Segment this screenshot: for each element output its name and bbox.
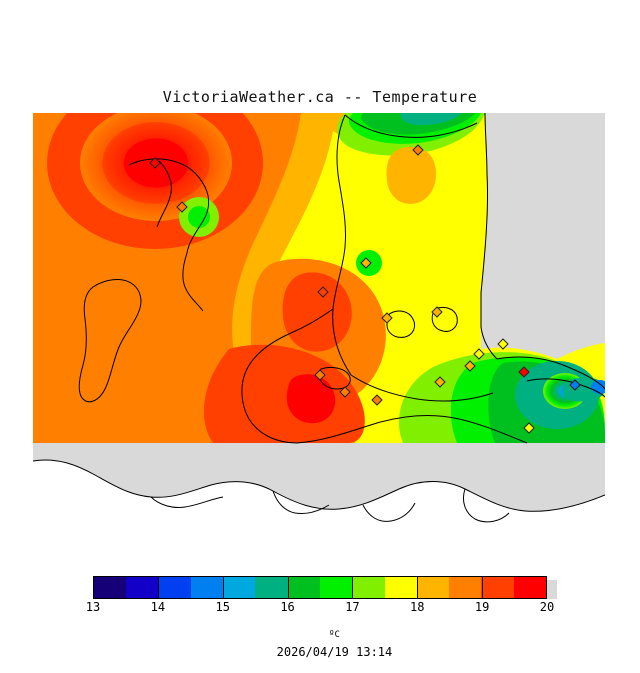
colorbar-label-17: 17: [345, 600, 360, 614]
colorbar-label-13: 13: [85, 600, 101, 614]
station-marker[interactable]: [412, 144, 424, 156]
station-marker[interactable]: [434, 376, 446, 388]
station-marker[interactable]: [360, 257, 372, 269]
river-nw: [128, 158, 210, 254]
coastlines: [33, 113, 605, 523]
colorbar-band-7: [319, 577, 353, 598]
colorbar-label-20: 20: [539, 600, 555, 614]
contour-pocket-16_5-nw: [188, 206, 210, 228]
contour-pocket-19_0: [282, 272, 352, 352]
station-marker[interactable]: [497, 338, 509, 350]
colorbar-band-11: [449, 577, 482, 598]
colorbar-band-4: [223, 577, 256, 598]
island-west: [78, 279, 142, 403]
colorbar-label-19: 19: [474, 600, 490, 614]
island-strait-c: [318, 366, 351, 390]
colorbar-caption: ºC 2026/04/19 13:14: [0, 616, 640, 673]
coastline-olympic-north: [33, 459, 605, 512]
colorbar-band-9: [384, 577, 417, 598]
coastline-east-vi: [480, 113, 498, 360]
station-marker[interactable]: [176, 201, 188, 213]
contour-lobe-19_5-sw: [286, 374, 336, 424]
colorbar-band-5: [255, 577, 288, 598]
colorbar-band-0: [94, 577, 127, 598]
colorbar-band-2: [158, 577, 191, 598]
temperature-contour-map[interactable]: [33, 113, 605, 565]
coastline-south-saanich: [350, 374, 494, 402]
coastline-olympic-inlet: [272, 490, 330, 514]
colorbar-tick-line-16: [288, 576, 289, 599]
unit-label: ºC: [329, 630, 340, 640]
colorbar-label-18: 18: [410, 600, 425, 614]
colorbar-tick-line-14: [158, 576, 159, 599]
coastline-victoria-west: [241, 308, 334, 444]
station-marker[interactable]: [381, 312, 393, 324]
coastline-olympic-bay: [150, 496, 224, 508]
contour-band-15_5-north: [400, 113, 461, 126]
station-marker[interactable]: [149, 157, 161, 169]
olympic-peninsula-landmass: [33, 459, 605, 565]
timestamp-label: 2026/04/19 13:14: [276, 645, 393, 659]
mask-northeast: [481, 113, 605, 359]
station-marker[interactable]: [314, 369, 326, 381]
colorbar-tick-line-17: [352, 576, 353, 599]
colorbar-tick-line-15: [223, 576, 224, 599]
coastline-east-islands: [496, 356, 605, 390]
colorbar-band-12: [481, 577, 514, 598]
colorbar-band-10: [416, 577, 450, 598]
colorbar-label-15: 15: [215, 600, 230, 614]
coastline-olympic-bay3: [462, 488, 510, 523]
island-strait-b: [431, 306, 458, 332]
river-lower-nw: [182, 252, 204, 312]
station-marker[interactable]: [317, 286, 329, 298]
colorbar-tick-line-18: [417, 576, 418, 599]
station-marker[interactable]: [464, 360, 476, 372]
colorbar-tick-labels: 13 14 15 16 17 18 19 20: [0, 600, 640, 616]
station-marker[interactable]: [473, 348, 485, 360]
coastline-west-saanich: [332, 114, 352, 376]
temperature-map-panel[interactable]: [33, 113, 605, 565]
colorbar-label-16: 16: [280, 600, 295, 614]
colorbar-band-1: [126, 577, 159, 598]
page-title: VictoriaWeather.ca -- Temperature: [162, 88, 478, 106]
temperature-colorbar[interactable]: [93, 576, 547, 599]
contour-pocket-18_0-north: [386, 146, 437, 204]
colorbar-band-6: [287, 577, 320, 598]
colorbar-band-8: [352, 577, 385, 598]
station-marker[interactable]: [518, 366, 530, 378]
colorbar-band-3: [190, 577, 224, 598]
coastline-victoria-south: [296, 415, 528, 444]
colorbar-label-14: 14: [150, 600, 166, 614]
station-marker[interactable]: [569, 379, 581, 391]
colorbar-band-13: [513, 577, 546, 598]
coastline-north-vi: [344, 114, 478, 138]
colorbar-bands: [93, 576, 547, 599]
station-marker[interactable]: [523, 422, 535, 434]
colorbar-shadow: [547, 580, 557, 599]
colorbar-tick-line-19: [482, 576, 483, 599]
station-marker[interactable]: [339, 386, 351, 398]
river-branch-nw: [156, 160, 172, 228]
coastline-east-tip: [526, 378, 605, 398]
station-marker[interactable]: [371, 394, 383, 406]
station-markers[interactable]: [149, 144, 581, 434]
coastline-olympic-bay2: [362, 502, 416, 522]
station-marker[interactable]: [431, 306, 443, 318]
screenshot-canvas: VictoriaWeather.ca -- Temperature: [0, 88, 640, 659]
